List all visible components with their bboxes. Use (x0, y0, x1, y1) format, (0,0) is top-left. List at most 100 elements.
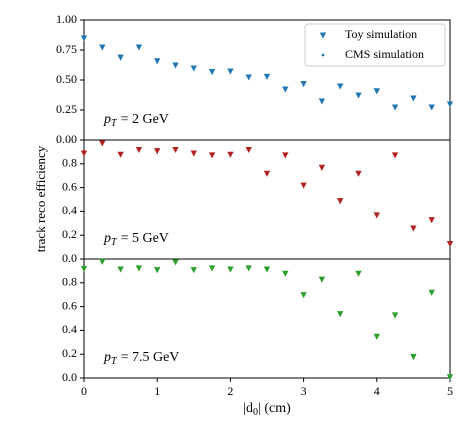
point (229, 69, 232, 73)
point (82, 151, 86, 155)
point (412, 226, 415, 230)
y-tick-label: 0.8 (62, 275, 77, 289)
y-tick-label: 0.8 (62, 156, 77, 170)
y-tick-label: 0.75 (56, 42, 77, 56)
y-tick-label: 0.2 (62, 227, 77, 241)
legend-box (304, 23, 446, 67)
point (283, 87, 287, 91)
point (137, 266, 141, 270)
annotation: pT = 5 GeV (103, 231, 169, 248)
point (247, 75, 251, 79)
y-tick-label: 1.00 (56, 12, 77, 26)
x-tick-label: 0 (81, 384, 87, 398)
point (430, 290, 434, 294)
point (82, 267, 86, 270)
point (192, 66, 196, 70)
point (302, 293, 305, 297)
y-tick-label: 0.25 (56, 102, 77, 116)
point (82, 36, 86, 40)
point (155, 59, 159, 63)
point (448, 102, 452, 106)
y-tick-label: 0.4 (62, 322, 77, 336)
x-tick-label: 4 (374, 384, 380, 398)
legend-label: Toy simulation (345, 27, 417, 41)
point (137, 45, 141, 49)
point (375, 334, 379, 338)
annotation-text: = 2 GeV (121, 112, 169, 127)
x-tick-label: 5 (447, 384, 453, 398)
annotation-text: = 7.5 GeV (121, 350, 180, 365)
point (119, 267, 122, 271)
point (210, 153, 214, 157)
point (393, 153, 397, 157)
point (430, 105, 434, 109)
point (338, 199, 342, 203)
x-tick-label: 3 (301, 384, 307, 398)
point (174, 148, 177, 151)
y-axis-label: track reco efficiency (33, 145, 48, 252)
point (357, 171, 360, 175)
x-tick-label: 1 (154, 384, 160, 398)
point (119, 152, 122, 156)
point (265, 75, 269, 78)
annotation-sub: T (111, 356, 118, 367)
point (192, 151, 196, 155)
point (338, 84, 342, 88)
point (393, 105, 397, 109)
point (100, 45, 104, 49)
y-tick-label: 0.6 (62, 298, 77, 312)
point (210, 266, 214, 270)
point (229, 267, 232, 271)
point (320, 277, 324, 281)
point (302, 82, 305, 85)
annotation-symbol: p (103, 350, 111, 365)
point (357, 93, 360, 97)
point (155, 149, 159, 153)
point (174, 63, 177, 67)
point (357, 271, 360, 275)
point (320, 165, 324, 169)
legend-label: CMS simulation (345, 47, 424, 61)
point (430, 218, 434, 222)
point (448, 375, 452, 379)
annotation-text: = 5 GeV (121, 231, 169, 246)
annotation-symbol: p (103, 231, 111, 246)
point (174, 260, 177, 264)
x-tick-label: 2 (227, 384, 233, 398)
annotation: pT = 7.5 GeV (103, 350, 179, 367)
y-tick-label: 0.0 (62, 370, 77, 384)
point (283, 153, 287, 157)
y-tick-label: 0.00 (56, 132, 77, 146)
annotation-symbol: p (103, 112, 111, 127)
x-label-sub: 0 (253, 407, 258, 418)
y-tick-label: 0.50 (56, 72, 77, 86)
point (100, 141, 104, 145)
annotation-sub: T (111, 118, 118, 129)
point (448, 242, 452, 245)
point (412, 355, 415, 358)
point (119, 55, 122, 59)
point (393, 313, 397, 317)
annotation: pT = 2 GeV (103, 112, 169, 129)
point (375, 213, 379, 217)
point (155, 268, 159, 272)
legend-marker (319, 32, 327, 39)
point (265, 267, 269, 271)
x-label-main: |d (243, 401, 253, 416)
point (247, 148, 251, 151)
x-axis-label: |d0| (cm) (243, 401, 291, 418)
point (338, 312, 342, 316)
point (229, 152, 232, 156)
legend-marker (321, 53, 325, 57)
y-tick-label: 0.6 (62, 179, 77, 193)
point (210, 70, 214, 73)
point (137, 148, 141, 151)
y-tick-label: 0.0 (62, 251, 77, 265)
point (247, 266, 251, 270)
panel-frame (83, 258, 451, 379)
point (412, 96, 415, 100)
annotation-sub: T (111, 237, 118, 248)
point (283, 271, 287, 275)
point (375, 89, 379, 93)
